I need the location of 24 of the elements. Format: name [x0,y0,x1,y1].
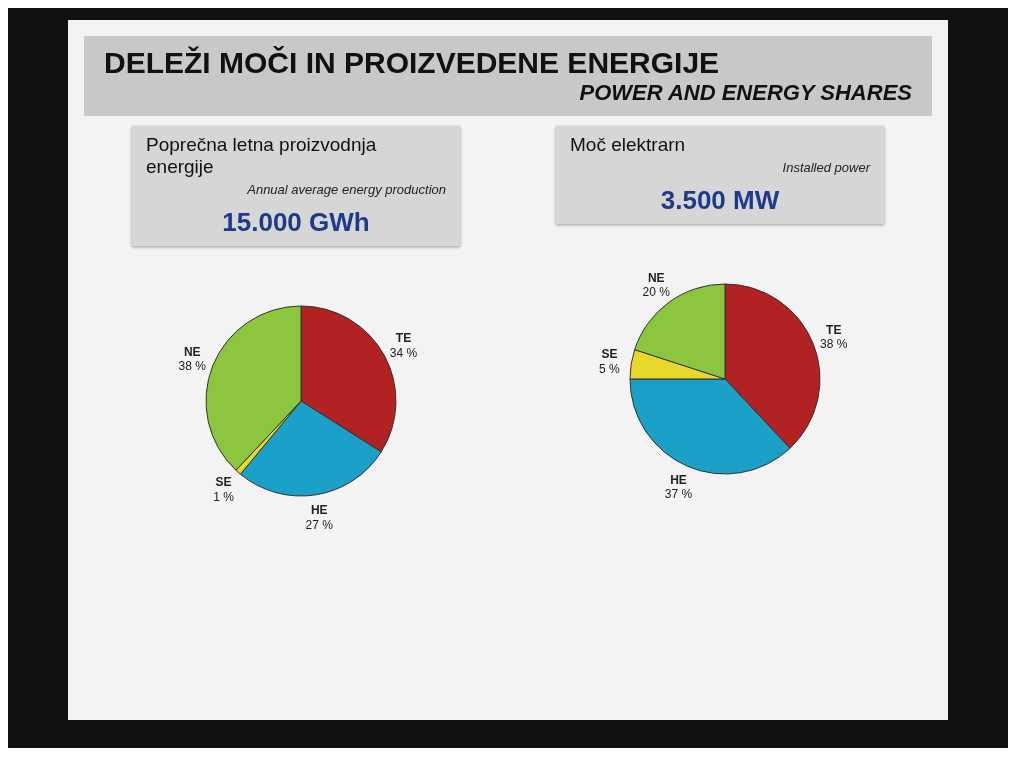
data-label: 37 % [664,487,693,502]
chart-subtitle: Annual average energy production [246,182,446,197]
text: 3.500 MW [659,185,781,216]
slice-label: HE [670,472,687,487]
slice-label: SE [601,347,618,362]
chart-subtitle: Installed power [781,160,870,175]
data-label: 5 % [599,361,621,376]
chart-title: Moč elektrarn [570,134,687,156]
slice-label: TE [395,331,412,346]
slice-label: TE [826,322,842,337]
chart-title: Poprečna letna proizvodnja energije [146,134,378,178]
slice-label: SE [215,475,232,490]
data-label: 1 % [213,489,235,504]
text: POWER AND ENERGY SHARES [578,80,912,106]
data-label: 27 % [305,517,334,532]
slice-label: NE [183,344,201,359]
slice-label: HE [310,503,328,518]
data-label: 20 % [642,285,671,300]
data-label: 38 % [178,358,207,373]
text: 15.000 GWh [221,207,371,238]
slice-label: NE [647,270,665,285]
data-label: 38 % [820,336,848,351]
data-label: 34 % [389,345,418,360]
text: DELEŽI MOČI IN PROIZVEDENE ENERGIJE [104,46,721,80]
